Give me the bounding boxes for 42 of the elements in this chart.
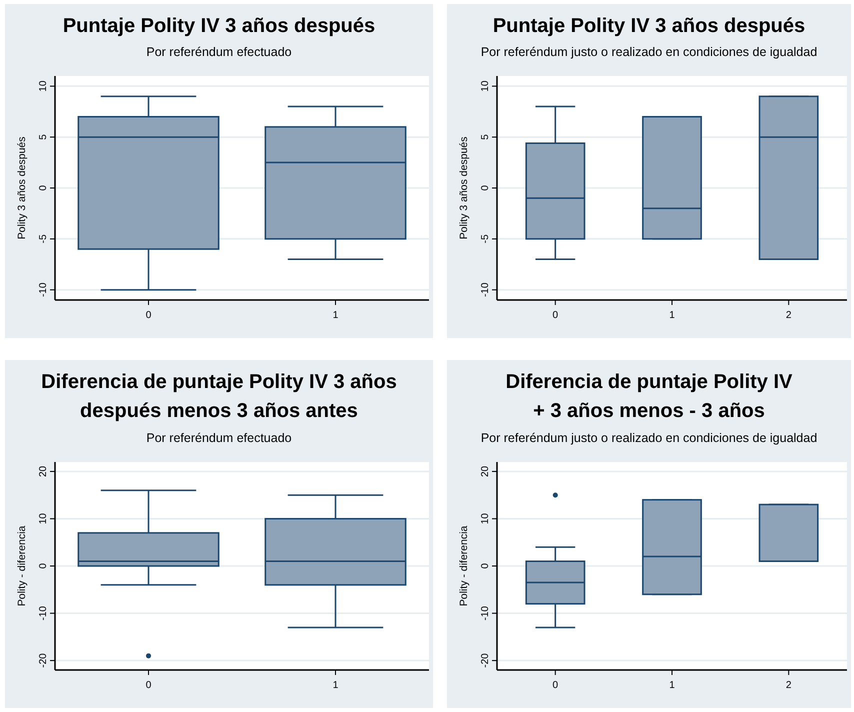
x-tick-label: 1 [332,310,339,321]
chart-title: Puntaje Polity IV 3 años después [62,15,376,37]
x-tick-label: 1 [332,680,339,691]
x-tick-label: 1 [669,680,676,691]
y-axis-title: Polity 3 años después [458,136,470,240]
y-axis-title: Polity - diferencia [16,526,28,606]
y-tick-label: 5 [480,134,491,140]
chart-title: Diferencia de puntaje Polity IV + 3 años menos - 3 años [506,371,794,422]
chart-title: Diferencia de puntaje Polity IV 3 años después menos 3 años antes [41,371,397,422]
y-tick-label: -10 [38,606,49,620]
y-tick-label: -10 [480,282,491,298]
y-tick-label: 5 [38,134,49,140]
x-tick-label: 2 [786,680,792,691]
y-tick-label: 0 [38,184,49,191]
y-tick-label: 0 [480,184,491,191]
chart-subtitle: Por referéndum justo o realizado en condiciones de igualdad [480,431,818,445]
y-tick-label: -10 [38,282,49,298]
y-tick-label: 10 [480,80,491,92]
y-tick-label: 10 [38,512,49,524]
y-tick-label: 20 [480,465,491,478]
y-tick-label: -5 [38,234,49,244]
y-tick-label: 0 [38,562,49,569]
chart-title: Puntaje Polity IV 3 años después [492,15,806,37]
y-tick-label: 10 [38,80,49,92]
x-tick-label: 0 [552,310,559,321]
x-tick-label: 0 [146,310,152,321]
x-tick-label: 0 [146,680,152,691]
x-tick-label: 2 [786,310,792,321]
x-tick-label: 1 [669,310,676,321]
y-tick-label: -20 [38,652,49,668]
y-tick-label: 10 [480,512,491,524]
x-tick-label: 0 [552,680,559,691]
y-tick-label: -10 [480,606,491,620]
chart-subtitle: Por referéndum efectuado [146,45,292,59]
chart-subtitle: Por referéndum justo o realizado en condiciones de igualdad [480,45,818,59]
y-tick-label: 20 [38,465,49,478]
chart-subtitle: Por referéndum efectuado [146,431,292,445]
y-tick-label: -5 [480,234,491,244]
y-axis-title: Polity 3 años después [16,136,28,240]
y-tick-label: -20 [480,652,491,668]
y-axis-title: Polity - diferencia [458,526,470,606]
y-tick-label: 0 [480,562,491,569]
